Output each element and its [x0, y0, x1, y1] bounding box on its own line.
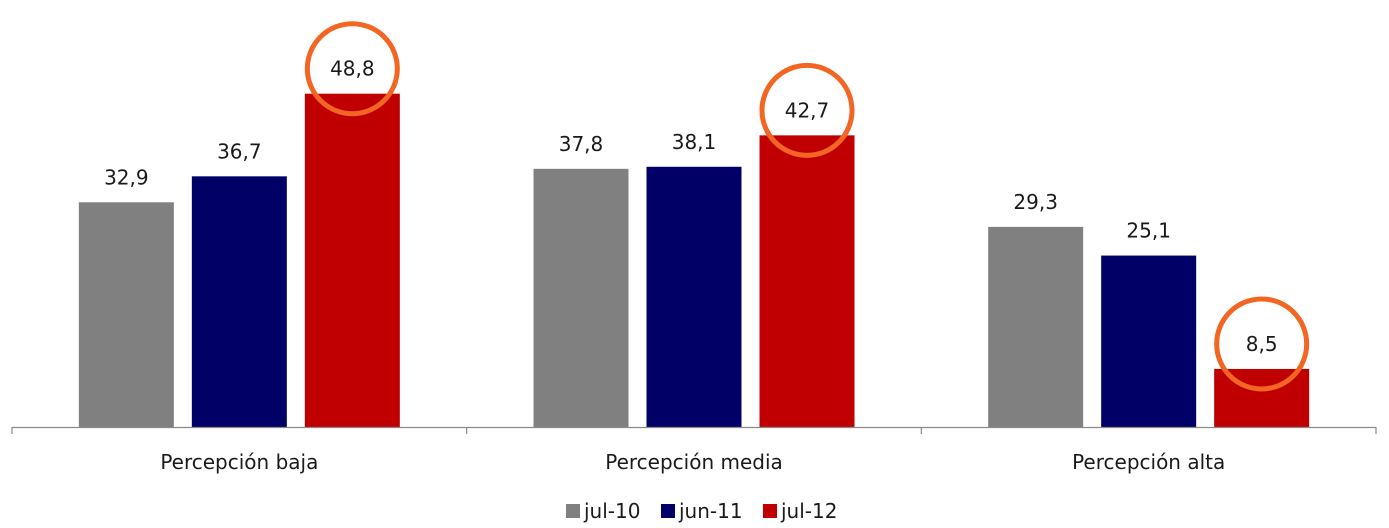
highlight-circle-cat-2: [759, 62, 855, 158]
data-label-jun-11-cat-3: 25,1: [1126, 219, 1171, 243]
legend-swatch-jul-12: [763, 504, 777, 518]
data-label-jul-10-cat-2: 37,8: [559, 132, 604, 156]
bar-jun-11-cat-3: [1101, 255, 1197, 427]
legend-label-jul-12: jul-12: [780, 499, 837, 523]
data-label-jul-12-cat-2: 42,7: [785, 98, 830, 122]
x-axis: Percepción baja Percepción media Percepció…: [11, 426, 1377, 474]
category-label-2: Percepción media: [605, 450, 783, 474]
category-label-1: Percepción baja: [160, 450, 318, 474]
data-label-jul-10-cat-1: 32,9: [104, 165, 149, 189]
legend-swatch-jul-10: [566, 504, 580, 518]
highlight-circle-cat-3: [1214, 296, 1310, 392]
highlight-circle-cat-1: [304, 21, 400, 117]
data-label-jun-11-cat-1: 36,7: [217, 139, 262, 163]
bar-jul-10-cat-2: [533, 168, 629, 428]
bar-jun-11-cat-1: [191, 176, 287, 427]
data-label-jul-10-cat-3: 29,3: [1013, 190, 1058, 214]
legend: jul-10 jun-11 jul-12: [566, 499, 837, 523]
data-label-jul-12-cat-3: 8,5: [1246, 332, 1278, 356]
data-label-jul-12-cat-1: 48,8: [330, 57, 375, 81]
data-label-jun-11-cat-2: 38,1: [672, 130, 717, 154]
bar-jul-12-cat-2: [759, 135, 855, 427]
category-label-3: Percepción alta: [1072, 450, 1225, 474]
bar-jul-10-cat-1: [78, 202, 174, 427]
legend-label-jul-10: jul-10: [583, 499, 640, 523]
legend-swatch-jun-11: [661, 504, 675, 518]
highlight-circles-layer: [304, 21, 1310, 392]
legend-label-jun-11: jun-11: [678, 499, 743, 523]
bars-layer: [78, 93, 1310, 428]
data-labels-layer: 32,9 36,7 48,8 37,8 38,1 42,7 29,3 25,1 8,5: [104, 57, 1278, 356]
bar-jul-10-cat-3: [988, 226, 1084, 427]
bar-jun-11-cat-2: [646, 166, 742, 428]
bar-jul-12-cat-1: [304, 93, 400, 428]
